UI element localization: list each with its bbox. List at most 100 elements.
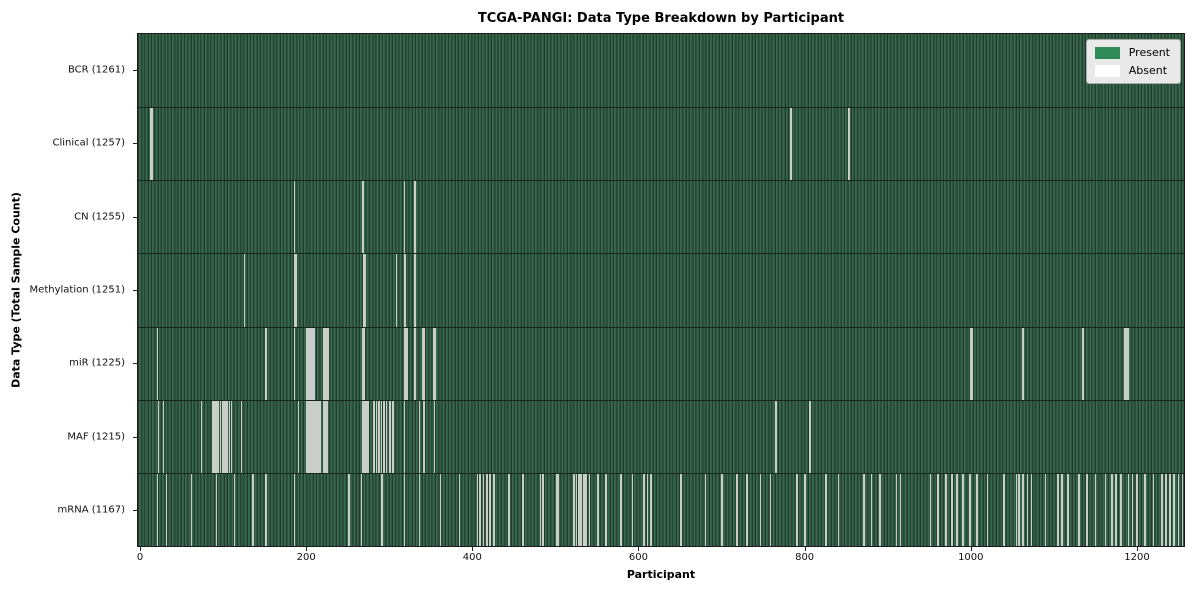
absent-stripe bbox=[363, 254, 365, 327]
absent-stripe bbox=[1120, 473, 1122, 546]
absent-stripe bbox=[365, 400, 368, 473]
y-tick-label: CN (1255) bbox=[74, 211, 125, 223]
absent-stripe bbox=[222, 400, 224, 473]
absent-stripe bbox=[1173, 473, 1175, 546]
absent-stripe bbox=[361, 181, 364, 254]
absent-stripe bbox=[406, 327, 408, 400]
absent-stripe bbox=[539, 473, 542, 546]
absent-stripe bbox=[493, 473, 495, 546]
absent-stripe bbox=[383, 400, 385, 473]
x-tick-mark bbox=[306, 547, 308, 551]
absent-stripe bbox=[937, 473, 939, 546]
absent-stripe bbox=[324, 400, 326, 473]
absent-stripe bbox=[899, 473, 902, 546]
absent-stripe bbox=[704, 473, 707, 546]
absent-stripe bbox=[1057, 473, 1059, 546]
y-tick-mark bbox=[133, 290, 137, 291]
absent-stripe bbox=[240, 400, 243, 473]
absent-stripe bbox=[1015, 473, 1018, 546]
y-tick-mark bbox=[133, 143, 137, 145]
absent-stripe bbox=[307, 400, 310, 473]
absent-stripe bbox=[809, 400, 811, 473]
absent-stripe bbox=[422, 327, 425, 400]
absent-stripe bbox=[306, 400, 308, 473]
absent-stripe bbox=[588, 473, 591, 546]
absent-stripe bbox=[597, 473, 599, 546]
absent-stripe bbox=[403, 400, 406, 473]
absent-stripe bbox=[418, 400, 421, 473]
absent-stripe bbox=[804, 473, 806, 546]
absent-stripe bbox=[367, 400, 369, 473]
absent-stripe bbox=[1136, 473, 1138, 546]
absent-stripe bbox=[403, 473, 406, 546]
absent-stripe bbox=[522, 473, 525, 546]
absent-stripe bbox=[157, 400, 160, 473]
absent-stripe bbox=[1082, 327, 1084, 400]
chart-row-clinical bbox=[138, 107, 1184, 181]
x-tick-label: 1000 bbox=[958, 552, 984, 563]
absent-stripe bbox=[413, 327, 416, 400]
absent-stripe bbox=[385, 400, 388, 473]
y-tick-mark bbox=[133, 436, 137, 438]
absent-stripe bbox=[418, 473, 421, 546]
absent-stripe bbox=[476, 473, 479, 546]
x-tick-mark bbox=[638, 547, 640, 551]
chart-row-mrna bbox=[138, 472, 1184, 546]
absent-stripe bbox=[314, 400, 316, 473]
absent-stripe bbox=[508, 473, 510, 546]
absent-stripe bbox=[1003, 473, 1005, 546]
absent-stripe bbox=[970, 327, 972, 400]
x-tick-mark bbox=[1136, 547, 1138, 551]
chart-title: TCGA-PANGI: Data Type Breakdown by Parti… bbox=[477, 11, 845, 26]
absent-stripe bbox=[971, 327, 973, 400]
absent-stripe bbox=[311, 327, 314, 400]
absent-stripe bbox=[439, 473, 442, 546]
absent-stripe bbox=[388, 400, 391, 473]
y-axis-labels: BCR (1261) Clinical (1257) CN (1255) Methyl… bbox=[0, 33, 131, 547]
legend: Present Absent bbox=[1085, 39, 1181, 84]
absent-stripe bbox=[458, 473, 461, 546]
absent-stripe bbox=[646, 473, 649, 546]
absent-stripe bbox=[769, 473, 772, 546]
absent-stripe bbox=[364, 254, 366, 327]
absent-stripe bbox=[306, 327, 309, 400]
absent-stripe bbox=[403, 181, 406, 254]
absent-stripe bbox=[863, 473, 865, 546]
y-tick-label: MAF (1215) bbox=[67, 431, 125, 443]
absent-stripe bbox=[870, 473, 873, 546]
absent-stripe bbox=[413, 181, 416, 254]
x-tick-label: 200 bbox=[296, 552, 316, 563]
absent-stripe bbox=[605, 473, 607, 546]
absent-stripe bbox=[150, 108, 152, 181]
absent-stripe bbox=[1115, 473, 1117, 546]
absent-stripe bbox=[1026, 473, 1029, 546]
y-tick-label: BCR (1261) bbox=[67, 64, 125, 76]
absent-stripe bbox=[215, 473, 218, 546]
absent-stripe bbox=[265, 327, 267, 400]
absent-stripe bbox=[837, 473, 840, 546]
absent-stripe bbox=[433, 400, 436, 473]
absent-stripe bbox=[573, 473, 575, 546]
x-tick-mark bbox=[804, 547, 806, 551]
absent-stripe bbox=[485, 473, 488, 546]
absent-stripe bbox=[297, 400, 300, 473]
absent-stripe bbox=[759, 473, 762, 546]
absent-stripe bbox=[1022, 327, 1025, 400]
absent-stripe bbox=[313, 327, 316, 400]
absent-stripe bbox=[414, 254, 417, 327]
absent-stripe bbox=[482, 473, 485, 546]
absent-stripe bbox=[294, 254, 296, 327]
absent-stripe bbox=[650, 473, 652, 546]
absent-stripe bbox=[1169, 473, 1171, 546]
absent-stripe bbox=[432, 327, 435, 400]
chart-row-mir bbox=[138, 326, 1184, 400]
absent-stripe bbox=[293, 327, 296, 400]
absent-stripe bbox=[265, 473, 267, 546]
legend-label: Present bbox=[1128, 46, 1170, 59]
absent-stripe bbox=[433, 327, 436, 400]
absent-stripe bbox=[577, 473, 580, 546]
absent-stripe bbox=[219, 400, 222, 473]
x-tick-mark bbox=[472, 547, 474, 551]
absent-stripe bbox=[721, 473, 724, 546]
absent-stripe bbox=[746, 473, 748, 546]
